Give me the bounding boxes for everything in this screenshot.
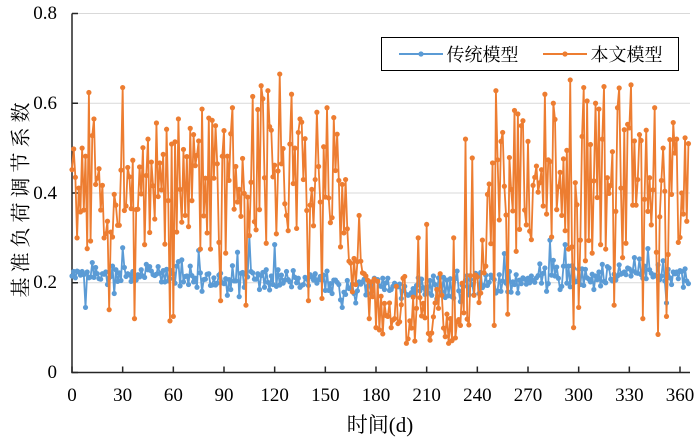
x-tick-label-120: 120 (260, 384, 289, 406)
legend-item-proposed-model: 本文模型 (542, 41, 663, 67)
y-axis-title: 基准负荷调节系数 (4, 97, 34, 298)
legend-line-marker-icon-blue (398, 51, 443, 57)
x-tick-label-90: 90 (214, 384, 234, 406)
x-tick-label-240: 240 (463, 384, 492, 406)
x-tick-label-0: 0 (67, 384, 77, 406)
x-tick-label-150: 150 (311, 384, 340, 406)
series-line-1 (71, 73, 690, 345)
y-tick-label-0.2: 0.2 (33, 272, 57, 294)
x-tick-label-330: 330 (615, 384, 644, 406)
y-tick-label-0.4: 0.4 (33, 182, 57, 204)
y-tick-label-0: 0 (47, 362, 58, 383)
legend-item-traditional-model: 传统模型 (398, 41, 519, 67)
legend-sample-marker-orange (561, 51, 568, 57)
x-axis-title: 时间(d) (346, 409, 414, 439)
x-tick-label-360: 360 (665, 384, 695, 406)
x-tick-label-300: 300 (564, 384, 593, 406)
y-tick-label-0.6: 0.6 (33, 92, 57, 114)
legend-line-marker-icon-orange (542, 51, 587, 57)
x-tick-label-30: 30 (113, 384, 133, 406)
y-tick-label-0.8: 0.8 (33, 3, 57, 24)
x-tick-label-180: 180 (361, 384, 391, 406)
legend-sample-marker-blue (417, 51, 424, 57)
series-markers-1 (69, 71, 692, 346)
x-tick-label-210: 210 (412, 384, 441, 406)
x-tick-label-60: 60 (163, 384, 183, 406)
x-tick-label-270: 270 (513, 384, 543, 406)
legend-label-traditional-model: 传统模型 (446, 41, 519, 67)
legend: 传统模型 本文模型 (381, 37, 679, 71)
legend-label-proposed-model: 本文模型 (590, 41, 663, 67)
